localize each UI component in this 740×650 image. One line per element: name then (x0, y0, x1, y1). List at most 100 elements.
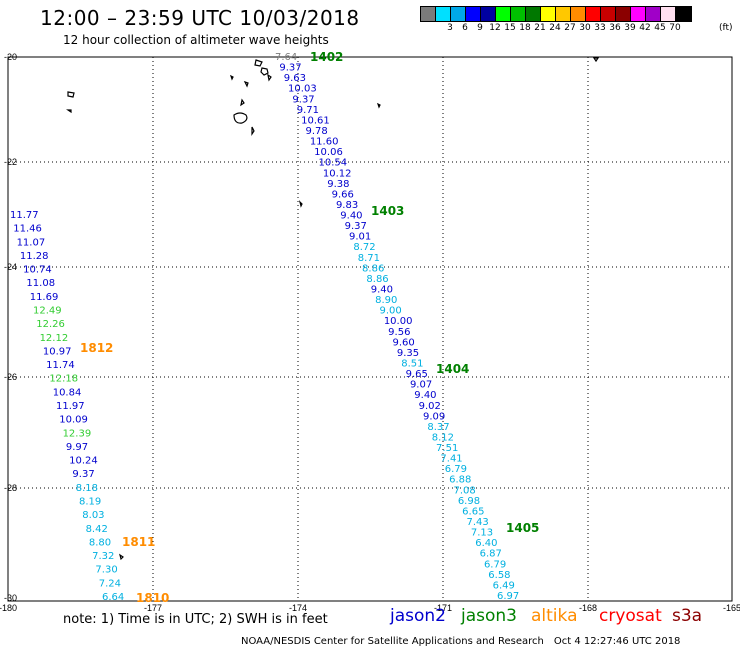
color-swatch (586, 7, 601, 21)
color-scale-label: 24 (549, 23, 561, 33)
wave-height-value: 9.71 (297, 105, 319, 116)
color-swatch (616, 7, 631, 21)
map-subtitle: 12 hour collection of altimeter wave hei… (63, 33, 329, 47)
wave-height-value: 9.83 (336, 200, 358, 211)
color-swatch (676, 7, 691, 21)
wave-height-value: 7.13 (471, 528, 493, 539)
color-scale-label: 15 (504, 23, 516, 33)
wave-height-value: 8.86 (362, 263, 384, 274)
x-tick: -174 (289, 603, 307, 613)
island-outlines (66, 57, 600, 561)
wave-height-value: 11.46 (13, 224, 42, 235)
wave-height-value: 7.64 (275, 52, 297, 63)
wave-height-value: 6.98 (458, 496, 480, 507)
color-scale-labels: 3 6 9 12 15 18 21 24 27 30 33 36 39 42 45 70 (420, 23, 740, 35)
wave-height-value: 7.43 (467, 517, 489, 528)
wave-height-value: 9.38 (327, 179, 349, 190)
color-swatch (451, 7, 466, 21)
pass-time-label: 1404 (436, 362, 469, 376)
map-title: 12:00 – 23:59 UTC 10/03/2018 (40, 6, 360, 30)
wave-height-value: 10.00 (384, 316, 413, 327)
wave-height-value: 8.80 (89, 537, 111, 548)
wave-height-value: 7.41 (440, 454, 462, 465)
legend-jason3: jason3 (461, 606, 517, 626)
color-scale-label: 70 (669, 23, 681, 33)
footer-org: NOAA/NESDIS Center for Satellite Applica… (241, 636, 544, 647)
wave-height-value: 10.84 (53, 387, 82, 398)
color-scale-label: 33 (594, 23, 606, 33)
x-axis-ticks: -180 -177 -174 -171 -168 -165 (0, 603, 740, 613)
wave-height-value: 9.09 (423, 411, 445, 422)
wave-height-value: 6.97 (497, 591, 519, 602)
wave-height-value: 8.19 (79, 497, 101, 508)
wave-height-value: 12.49 (33, 306, 62, 317)
wave-height-value: 8.71 (358, 253, 380, 264)
pass-time-label: 1402 (310, 50, 343, 64)
color-swatch (601, 7, 616, 21)
color-scale-unit: (ft) (719, 23, 733, 33)
wave-height-value: 12.26 (36, 319, 65, 330)
wave-height-value: 10.54 (319, 158, 348, 169)
wave-height-value: 9.65 (406, 369, 428, 380)
y-axis-ticks: -20 -22 -24 -26 -28 -30 (4, 52, 17, 603)
pass-time-label: 1405 (506, 521, 539, 535)
wave-height-value: 8.86 (366, 274, 388, 285)
x-tick: -168 (579, 603, 597, 613)
wave-height-value: 6.79 (484, 559, 506, 570)
wave-height-value: 8.37 (427, 422, 449, 433)
y-tick: -28 (4, 483, 17, 493)
legend-cryosat: cryosat (599, 606, 662, 626)
wave-height-value: 11.60 (310, 137, 339, 148)
color-scale-label: 18 (519, 23, 531, 33)
wave-height-value: 9.40 (414, 390, 436, 401)
wave-height-value: 8.18 (76, 483, 98, 494)
wave-height-value: 9.02 (419, 401, 441, 412)
wave-height-value: 9.35 (397, 348, 419, 359)
wave-height-value: 7.51 (436, 443, 458, 454)
y-tick: -26 (4, 372, 17, 382)
pass-time-label: 1812 (80, 341, 113, 355)
footer-date: Oct 4 12:27:46 UTC 2018 (553, 636, 681, 647)
wave-height-value: 9.40 (340, 211, 362, 222)
latitude-gridlines (8, 161, 732, 489)
color-swatch (541, 7, 556, 21)
wave-height-value: 11.69 (30, 292, 59, 303)
wave-height-value: 9.37 (292, 94, 314, 105)
color-scale-label: 12 (489, 23, 501, 33)
wave-height-value: 12.39 (63, 428, 92, 439)
track-east-values: 7.649.379.6310.039.379.7110.619.7811.601… (275, 52, 519, 602)
wave-height-value: 7.30 (95, 565, 117, 576)
color-swatch (466, 7, 481, 21)
wave-height-value: 9.60 (393, 337, 415, 348)
wave-height-value: 6.58 (488, 570, 510, 581)
color-scale-label: 9 (477, 23, 483, 33)
color-swatch (661, 7, 676, 21)
wave-height-value: 6.40 (475, 538, 497, 549)
wave-height-value: 6.65 (462, 506, 484, 517)
pass-time-label: 1810 (136, 591, 169, 605)
wave-height-value: 10.24 (69, 456, 98, 467)
color-swatch (526, 7, 541, 21)
plot-frame (7, 56, 733, 602)
wave-height-value: 12.18 (49, 374, 78, 385)
wave-height-value: 9.56 (388, 327, 410, 338)
color-scale-label: 39 (624, 23, 636, 33)
wave-height-value: 10.06 (314, 147, 343, 158)
wave-height-value: 7.32 (92, 551, 114, 562)
wave-height-value: 6.79 (445, 464, 467, 475)
wave-height-value: 10.12 (323, 168, 352, 179)
pass-time-label: 1811 (122, 535, 155, 549)
wave-height-value: 10.03 (288, 84, 317, 95)
wave-height-value: 10.09 (59, 415, 88, 426)
wave-height-value: 11.28 (20, 251, 49, 262)
wave-height-value: 6.87 (480, 549, 502, 560)
footer-credit: NOAA/NESDIS Center for Satellite Applica… (241, 636, 680, 647)
wave-height-value: 9.66 (332, 189, 354, 200)
x-tick: -180 (0, 603, 17, 613)
color-swatch (571, 7, 586, 21)
x-tick: -165 (723, 603, 740, 613)
color-swatch (511, 7, 526, 21)
wave-height-value: 9.37 (345, 221, 367, 232)
color-swatch (481, 7, 496, 21)
wave-height-value: 10.74 (23, 265, 52, 276)
